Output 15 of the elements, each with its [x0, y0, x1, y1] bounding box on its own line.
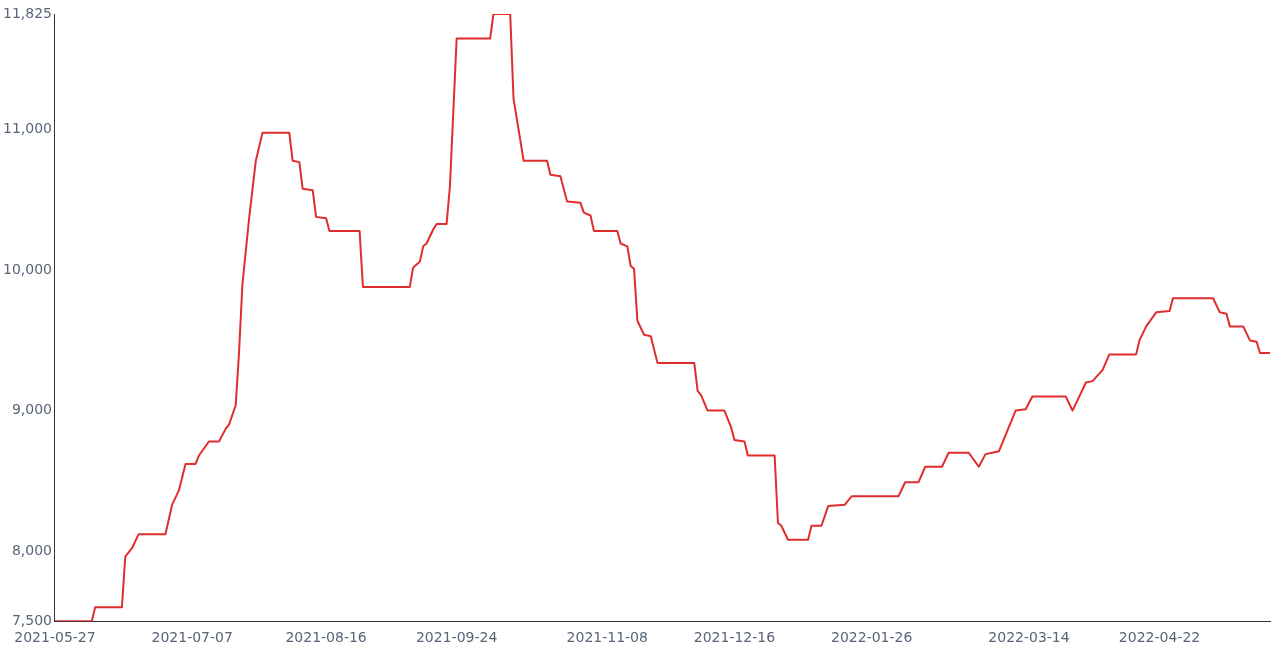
x-tick-label: 2021-08-16	[285, 629, 367, 646]
x-tick-label: 2022-03-14	[988, 629, 1070, 646]
y-tick-label: 11,825	[2, 4, 52, 21]
x-tick-label: 2021-07-07	[151, 629, 233, 646]
x-tick-label: 2022-01-26	[831, 629, 913, 646]
y-tick-label: 9,000	[11, 401, 52, 418]
x-tick-label: 2021-05-27	[14, 629, 96, 646]
x-tick-label: 2022-04-22	[1118, 629, 1201, 646]
y-tick-label: 8,000	[11, 541, 52, 558]
y-tick-label: 11,000	[2, 120, 52, 137]
y-tick-label: 7,500	[11, 611, 52, 628]
y-tick-label: 10,000	[2, 260, 52, 277]
x-tick-label: 2021-12-16	[693, 629, 776, 646]
x-tick-label: 2021-09-24	[415, 629, 498, 646]
x-tick-label: 2021-11-08	[566, 629, 648, 646]
